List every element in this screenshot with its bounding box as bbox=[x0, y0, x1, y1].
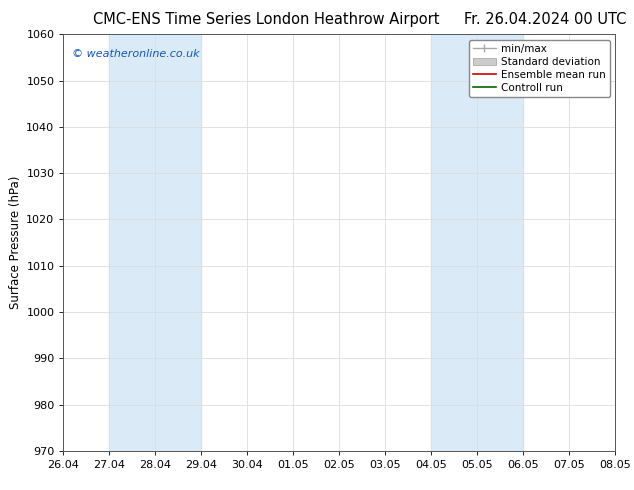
Text: © weatheronline.co.uk: © weatheronline.co.uk bbox=[72, 49, 199, 59]
Bar bbox=[110, 34, 202, 451]
Text: CMC-ENS Time Series London Heathrow Airport: CMC-ENS Time Series London Heathrow Airp… bbox=[93, 12, 439, 27]
Bar bbox=[431, 34, 523, 451]
Text: Fr. 26.04.2024 00 UTC: Fr. 26.04.2024 00 UTC bbox=[464, 12, 626, 27]
Legend: min/max, Standard deviation, Ensemble mean run, Controll run: min/max, Standard deviation, Ensemble me… bbox=[469, 40, 610, 97]
Y-axis label: Surface Pressure (hPa): Surface Pressure (hPa) bbox=[9, 176, 22, 309]
